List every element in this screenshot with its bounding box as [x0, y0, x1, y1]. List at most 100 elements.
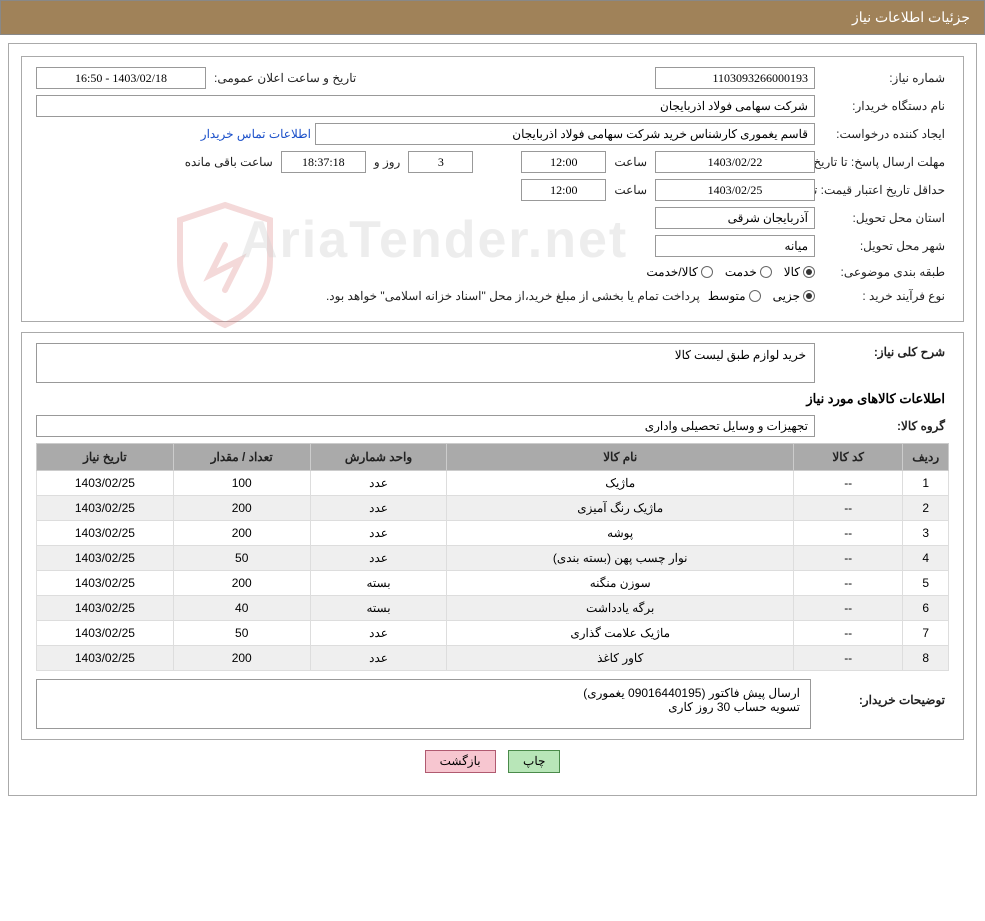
radio-empty-icon — [701, 266, 713, 278]
radio-dot-icon — [803, 290, 815, 302]
contact-link[interactable]: اطلاعات تماس خریدار — [201, 127, 311, 141]
requester-label: ایجاد کننده درخواست: — [819, 125, 949, 143]
validity-label: حداقل تاریخ اعتبار قیمت: تا تاریخ: — [819, 181, 949, 199]
table-cell: 200 — [173, 646, 310, 671]
info-section: شماره نیاز: 1103093266000193 تاریخ و ساع… — [21, 56, 964, 322]
table-row: 6--برگه یادداشتبسته401403/02/25 — [37, 596, 949, 621]
requester-value: قاسم یغموری کارشناس خرید شرکت سهامی فولا… — [315, 123, 815, 145]
table-cell: 50 — [173, 621, 310, 646]
province-value: آذربایجان شرقی — [655, 207, 815, 229]
table-row: 7--ماژیک علامت گذاریعدد501403/02/25 — [37, 621, 949, 646]
table-cell: -- — [793, 471, 902, 496]
category-radios: کالا خدمت کالا/خدمت — [646, 265, 815, 279]
radio-goods[interactable]: کالا — [784, 265, 815, 279]
table-header-cell: ردیف — [903, 444, 949, 471]
buyer-notes-line1: ارسال پیش فاکتور (09016440195 یغموری) — [47, 686, 800, 700]
group-label: گروه کالا: — [819, 417, 949, 435]
table-cell: 1403/02/25 — [37, 596, 174, 621]
table-header-cell: تاریخ نیاز — [37, 444, 174, 471]
deadline-time: 12:00 — [521, 151, 606, 173]
footer-buttons: چاپ بازگشت — [21, 750, 964, 773]
time-remaining: 18:37:18 — [281, 151, 366, 173]
radio-medium[interactable]: متوسط — [708, 289, 761, 303]
days-remaining-label: روز و — [370, 153, 405, 171]
table-cell: نوار چسب پهن (بسته بندی) — [447, 546, 794, 571]
print-button[interactable]: چاپ — [508, 750, 560, 773]
radio-goods-label: کالا — [784, 265, 800, 279]
process-label: نوع فرآیند خرید : — [819, 287, 949, 305]
need-desc-value: خرید لوازم طبق لیست کالا — [36, 343, 815, 383]
radio-empty-icon — [760, 266, 772, 278]
need-section: شرح کلی نیاز: خرید لوازم طبق لیست کالا ا… — [21, 332, 964, 740]
radio-dot-icon — [803, 266, 815, 278]
table-cell: 1403/02/25 — [37, 521, 174, 546]
buyer-notes-line2: تسویه حساب 30 روز کاری — [47, 700, 800, 714]
table-cell: برگه یادداشت — [447, 596, 794, 621]
table-cell: 2 — [903, 496, 949, 521]
items-title: اطلاعات کالاهای مورد نیاز — [40, 391, 945, 407]
table-cell: ماژیک رنگ آمیزی — [447, 496, 794, 521]
table-cell: 1403/02/25 — [37, 546, 174, 571]
table-cell: -- — [793, 571, 902, 596]
table-cell: عدد — [310, 621, 447, 646]
table-cell: عدد — [310, 496, 447, 521]
table-row: 1--ماژیکعدد1001403/02/25 — [37, 471, 949, 496]
table-row: 2--ماژیک رنگ آمیزیعدد2001403/02/25 — [37, 496, 949, 521]
table-cell: 200 — [173, 571, 310, 596]
table-cell: 1403/02/25 — [37, 646, 174, 671]
table-cell: -- — [793, 496, 902, 521]
table-header-cell: تعداد / مقدار — [173, 444, 310, 471]
table-cell: 4 — [903, 546, 949, 571]
table-cell: بسته — [310, 571, 447, 596]
radio-empty-icon — [749, 290, 761, 302]
table-cell: بسته — [310, 596, 447, 621]
table-cell: پوشه — [447, 521, 794, 546]
process-radios: جزیی متوسط — [708, 289, 815, 303]
table-header-cell: واحد شمارش — [310, 444, 447, 471]
table-cell: 1403/02/25 — [37, 571, 174, 596]
table-row: 8--کاور کاغذعدد2001403/02/25 — [37, 646, 949, 671]
table-cell: 1403/02/25 — [37, 496, 174, 521]
table-cell: 1403/02/25 — [37, 471, 174, 496]
deadline-label: مهلت ارسال پاسخ: تا تاریخ: — [819, 153, 949, 171]
table-cell: 200 — [173, 521, 310, 546]
city-value: میانه — [655, 235, 815, 257]
table-header-cell: کد کالا — [793, 444, 902, 471]
table-cell: 8 — [903, 646, 949, 671]
radio-goods-service[interactable]: کالا/خدمت — [646, 265, 712, 279]
deadline-date: 1403/02/22 — [655, 151, 815, 173]
items-table: ردیفکد کالانام کالاواحد شمارشتعداد / مقد… — [36, 443, 949, 671]
table-cell: عدد — [310, 471, 447, 496]
buyer-org-label: نام دستگاه خریدار: — [819, 97, 949, 115]
table-cell: 1 — [903, 471, 949, 496]
radio-service-label: خدمت — [725, 265, 757, 279]
table-cell: -- — [793, 646, 902, 671]
table-cell: عدد — [310, 546, 447, 571]
table-row: 4--نوار چسب پهن (بسته بندی)عدد501403/02/… — [37, 546, 949, 571]
radio-goods-service-label: کالا/خدمت — [646, 265, 697, 279]
back-button[interactable]: بازگشت — [425, 750, 496, 773]
radio-service[interactable]: خدمت — [725, 265, 772, 279]
radio-medium-label: متوسط — [708, 289, 746, 303]
page-title: جزئیات اطلاعات نیاز — [852, 9, 970, 25]
table-cell: ماژیک علامت گذاری — [447, 621, 794, 646]
buyer-notes-label: توضیحات خریدار: — [819, 679, 949, 709]
province-label: استان محل تحویل: — [819, 209, 949, 227]
table-cell: 6 — [903, 596, 949, 621]
table-row: 5--سوزن منگنهبسته2001403/02/25 — [37, 571, 949, 596]
need-desc-label: شرح کلی نیاز: — [819, 343, 949, 361]
table-cell: 1403/02/25 — [37, 621, 174, 646]
table-cell: 50 — [173, 546, 310, 571]
table-cell: عدد — [310, 521, 447, 546]
radio-partial[interactable]: جزیی — [773, 289, 815, 303]
table-cell: 40 — [173, 596, 310, 621]
time-label-2: ساعت — [610, 181, 651, 199]
validity-date: 1403/02/25 — [655, 179, 815, 201]
time-label-1: ساعت — [610, 153, 651, 171]
need-number-label: شماره نیاز: — [819, 69, 949, 87]
table-row: 3--پوشهعدد2001403/02/25 — [37, 521, 949, 546]
buyer-notes-box: ارسال پیش فاکتور (09016440195 یغموری) تس… — [36, 679, 811, 729]
table-cell: عدد — [310, 646, 447, 671]
main-frame: شماره نیاز: 1103093266000193 تاریخ و ساع… — [8, 43, 977, 796]
table-cell: کاور کاغذ — [447, 646, 794, 671]
